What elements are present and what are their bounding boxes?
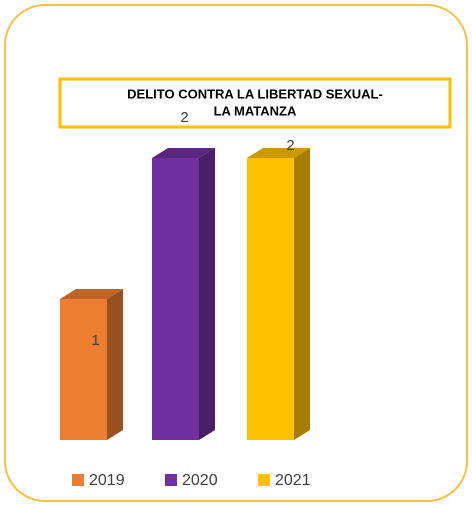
bar-top xyxy=(247,148,310,158)
bar-top xyxy=(60,289,123,299)
bar xyxy=(60,299,107,440)
bar-side xyxy=(294,148,310,440)
data-label: 2 xyxy=(286,137,294,154)
bar xyxy=(152,158,199,440)
legend-label: 2019 xyxy=(89,472,125,489)
bar-side xyxy=(107,289,123,440)
data-label: 1 xyxy=(91,332,99,349)
legend-label: 2021 xyxy=(275,472,311,489)
bar-side xyxy=(199,148,215,440)
legend-swatch xyxy=(258,474,270,486)
chart-title: DELITO CONTRA LA LIBERTAD SEXUAL- xyxy=(127,86,383,101)
legend-swatch xyxy=(72,474,84,486)
title-box xyxy=(58,77,452,129)
chart-title: LA MATANZA xyxy=(214,103,297,118)
legend-swatch xyxy=(165,474,177,486)
legend-label: 2020 xyxy=(182,472,218,489)
bar-top xyxy=(152,148,215,158)
data-label: 2 xyxy=(180,109,188,126)
bar xyxy=(247,158,294,440)
